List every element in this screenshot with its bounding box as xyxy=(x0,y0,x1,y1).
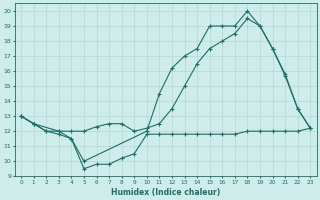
X-axis label: Humidex (Indice chaleur): Humidex (Indice chaleur) xyxy=(111,188,220,197)
